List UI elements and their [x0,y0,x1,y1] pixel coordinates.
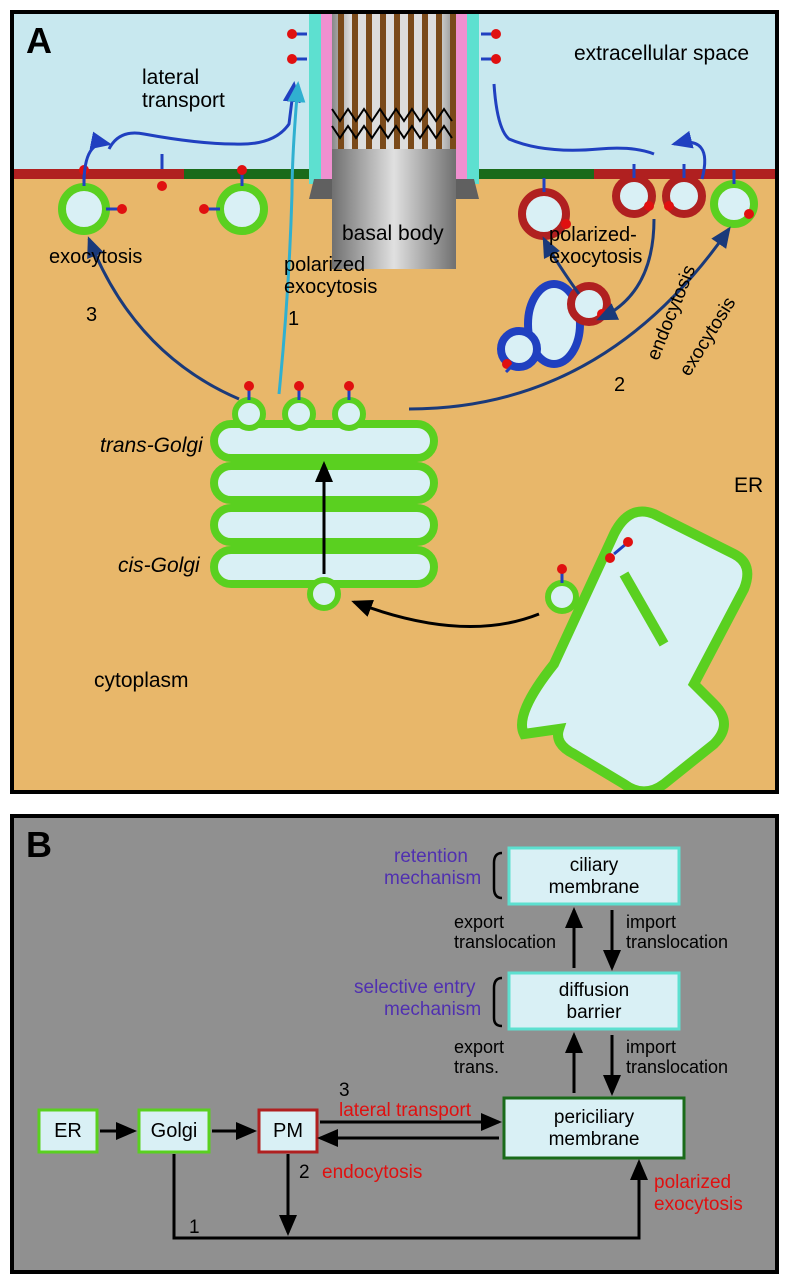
polarized-right-label: polarized-exocytosis [549,224,642,268]
box-periciliary-l1: periciliary [554,1107,635,1128]
panel-a: A extracellular space lateraltransport b… [10,10,779,794]
retention-l2: mechanism [384,868,481,889]
panel-b: ER Golgi PM periciliary membrane diffusi… [10,814,779,1274]
selective-l1: selective entry [354,977,476,998]
num1-a: 1 [288,308,299,331]
box-ciliary-l2: membrane [549,877,640,898]
trans-golgi-label: trans-Golgi [100,434,203,458]
polarized-b-l1: polarized [654,1172,731,1193]
polarized-left-label: polarizedexocytosis [284,254,377,298]
export-trans-1b: translocation [454,932,556,952]
retention-l1: retention [394,846,468,867]
er-label: ER [734,474,763,498]
selective-l2: mechanism [384,999,481,1020]
extracellular-label: extracellular space [574,42,749,66]
import-trans-2a: import [626,1037,676,1057]
panel-b-svg: ER Golgi PM periciliary membrane diffusi… [14,818,775,1270]
exocytosis-label-1: exocytosis [49,246,142,269]
num2-a: 2 [614,374,625,397]
box-diffusion-l2: barrier [567,1002,623,1023]
basal-label: basal body [342,222,444,246]
import-trans-1b: translocation [626,932,728,952]
import-trans-1a: import [626,912,676,932]
num2-b: 2 [299,1162,310,1183]
periciliary-right [474,169,594,179]
bracket-diffusion [494,978,502,1026]
num1-b: 1 [189,1217,200,1238]
num3-a: 3 [86,304,97,327]
endo-b: endocytosis [322,1162,422,1183]
polarized-b-l2: exocytosis [654,1194,743,1215]
export-trans-2a: export [454,1037,504,1057]
lateral-label: lateraltransport [142,66,225,112]
box-ciliary-l1: ciliary [570,855,619,876]
panel-a-letter: A [26,20,52,62]
box-golgi-label: Golgi [151,1120,198,1142]
num3-b: 3 [339,1080,350,1101]
export-trans-1a: export [454,912,504,932]
bracket-ciliary [494,853,502,898]
panel-b-letter: B [26,824,52,866]
import-trans-2b: translocation [626,1057,728,1077]
box-diffusion-l1: diffusion [559,980,629,1001]
figure: A extracellular space lateraltransport b… [0,0,789,1284]
cytoplasm-label: cytoplasm [94,669,189,693]
box-er-label: ER [54,1120,82,1142]
box-pm-label: PM [273,1120,303,1142]
cis-golgi-label: cis-Golgi [118,554,200,578]
export-trans-2b: trans. [454,1057,499,1077]
box-periciliary-l2: membrane [549,1129,640,1150]
periciliary-left [184,169,314,179]
lateral-b: lateral transport [339,1100,472,1121]
pm-protein-1-dot [157,181,167,191]
